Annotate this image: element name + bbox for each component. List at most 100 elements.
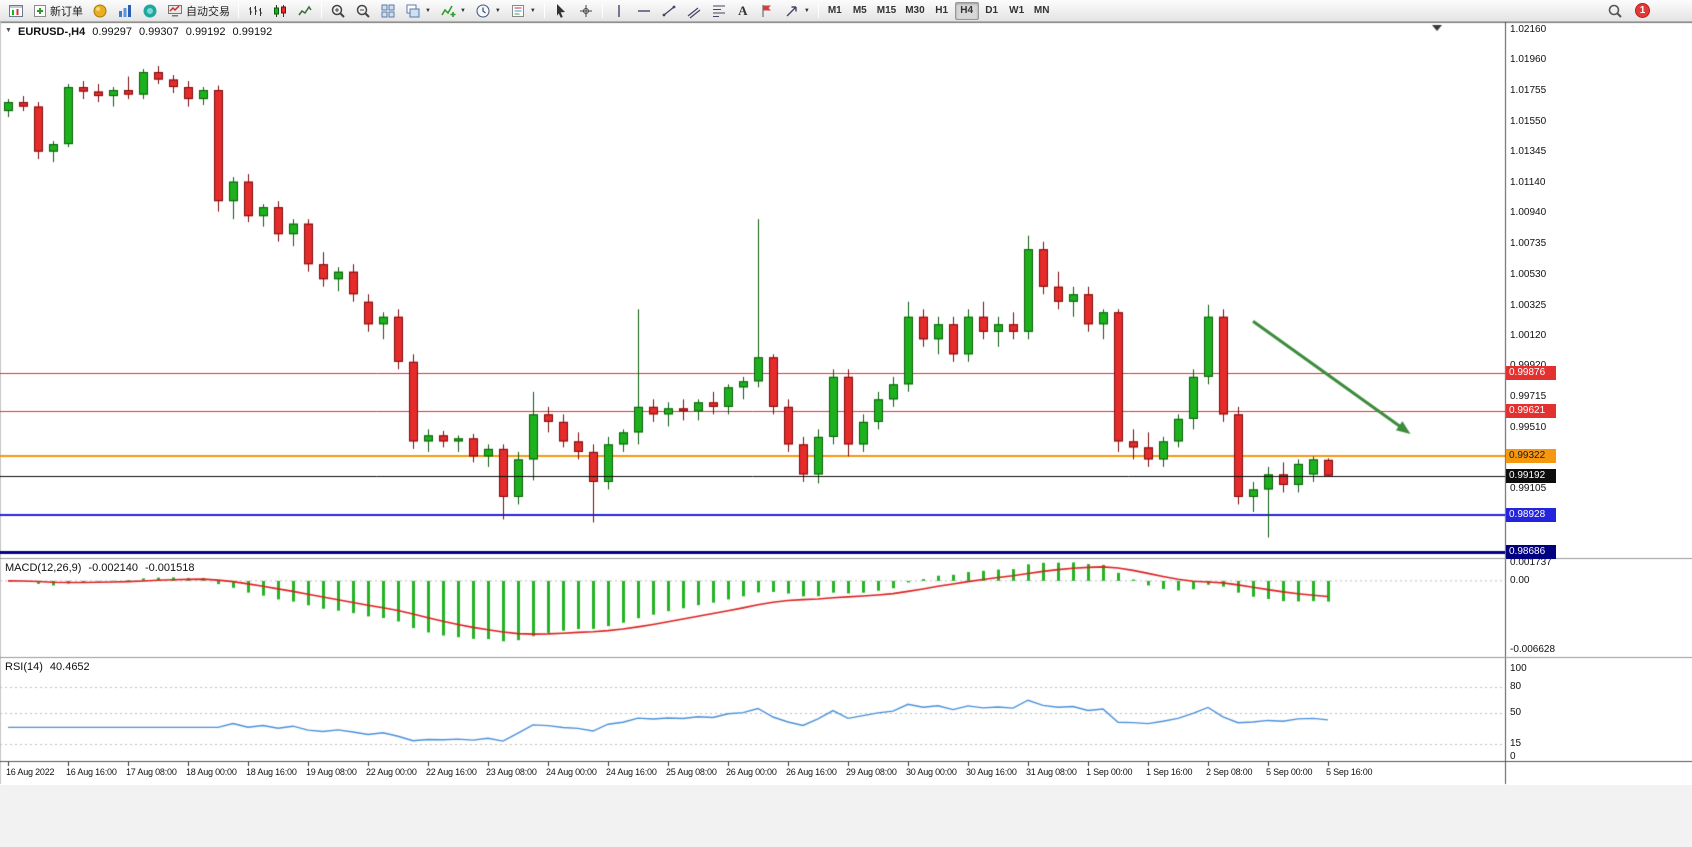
price-line-badge: 0.98686: [1506, 545, 1556, 559]
new-order-button[interactable]: 新订单: [29, 1, 87, 21]
rsi-axis-label: 0: [1510, 751, 1516, 762]
time-axis-label: 30 Aug 16:00: [966, 767, 1017, 777]
toolbar-separator: [817, 3, 819, 18]
arrange-windows-icon[interactable]: ▼: [401, 1, 435, 21]
rsi-axis-label: 100: [1510, 663, 1527, 674]
toolbar-right-group: 1: [1603, 1, 1650, 21]
ohlc-low: 0.99192: [185, 26, 226, 38]
zoom-in-icon[interactable]: [326, 1, 350, 21]
periods-clock-icon[interactable]: ▼: [471, 1, 505, 21]
vertical-line-icon[interactable]: [607, 1, 631, 21]
timeframe-d1-button[interactable]: D1: [985, 5, 999, 16]
price-axis-label: 1.01550: [1510, 115, 1547, 127]
price-axis-label: 1.01345: [1510, 146, 1547, 158]
cursor-icon[interactable]: [549, 1, 573, 21]
market-icon[interactable]: [88, 1, 112, 21]
one-click-trading-toggle[interactable]: ▼: [5, 27, 12, 34]
timeframe-mn-button[interactable]: MN: [1033, 5, 1050, 16]
rsi-axis-label: 15: [1510, 737, 1522, 749]
chart-canvas[interactable]: [0, 22, 1692, 785]
macd-label: MACD(12,26,9) -0.002140 -0.001518: [5, 562, 195, 574]
macd-value-main: -0.002140: [88, 562, 138, 574]
bar-chart-icon[interactable]: [243, 1, 267, 21]
time-axis-label: 24 Aug 16:00: [606, 767, 657, 777]
time-axis-label: 17 Aug 08:00: [126, 767, 177, 777]
auto-trading-label: 自动交易: [186, 5, 230, 18]
price-axis-label: 1.00940: [1510, 207, 1547, 219]
timeframe-w1-button[interactable]: W1: [1009, 5, 1025, 16]
trendline-icon[interactable]: [657, 1, 681, 21]
symbol-title: EURUSD-,H4 0.99297 0.99307 0.99192 0.991…: [18, 26, 272, 38]
auto-trading-icon: [167, 4, 183, 18]
time-axis-label: 18 Aug 16:00: [246, 767, 297, 777]
price-axis-label: 1.01755: [1510, 84, 1547, 96]
candlestick-chart-icon[interactable]: [268, 1, 292, 21]
toolbar-separator: [543, 3, 545, 18]
price-line-badge: 0.98928: [1506, 508, 1556, 522]
new-order-icon: [33, 4, 47, 18]
timeframe-m5-button[interactable]: M5: [852, 5, 867, 16]
toolbar-separator: [238, 3, 239, 18]
time-axis-label: 22 Aug 16:00: [426, 767, 477, 777]
current-price-badge: 0.99192: [1506, 469, 1556, 483]
fibonacci-icon[interactable]: [707, 1, 731, 21]
time-axis-label: 30 Aug 00:00: [906, 767, 957, 777]
macd-axis-label: 0.00: [1510, 574, 1530, 586]
tile-windows-icon[interactable]: [376, 1, 400, 21]
macd-axis-label: -0.006628: [1510, 644, 1556, 656]
chart-window-icon[interactable]: [4, 1, 28, 21]
price-axis-label: 1.01140: [1510, 177, 1546, 189]
time-axis-label: 25 Aug 08:00: [666, 767, 717, 777]
timeframe-h1-button[interactable]: H1: [935, 5, 949, 16]
price-axis-label: 0.99105: [1510, 482, 1547, 494]
zoom-out-icon[interactable]: [351, 1, 375, 21]
timeframe-m15-button[interactable]: M15: [876, 5, 897, 16]
time-axis-label: 1 Sep 16:00: [1146, 767, 1193, 777]
channel-icon[interactable]: [682, 1, 706, 21]
rsi-axis-label: 80: [1510, 680, 1522, 692]
templates-icon[interactable]: ▼: [506, 1, 540, 21]
timeframe-h4-button[interactable]: H4: [954, 1, 979, 20]
toolbar-separator: [321, 3, 322, 18]
time-axis-label: 5 Sep 00:00: [1266, 767, 1313, 777]
price-axis-label: 0.99920: [1510, 360, 1546, 372]
profile-charts-icon[interactable]: [113, 1, 137, 21]
text-tool-icon[interactable]: A: [738, 2, 748, 18]
line-chart-icon[interactable]: [293, 1, 317, 21]
time-axis-label: 19 Aug 08:00: [306, 767, 357, 777]
ohlc-close: 0.99192: [232, 26, 273, 38]
timeframe-m30-button[interactable]: M30: [905, 5, 925, 16]
time-axis-label: 18 Aug 00:00: [186, 767, 237, 777]
price-axis-label: 1.02160: [1510, 24, 1547, 35]
crosshair-icon[interactable]: [574, 1, 598, 21]
toolbar: 新订单 自动交易 ▼ ▼ ▼ ▼: [0, 0, 1692, 22]
rsi-label: RSI(14) 40.4652: [5, 661, 90, 673]
price-axis-label: 1.00120: [1510, 330, 1547, 342]
indicators-icon[interactable]: ▼: [436, 1, 470, 21]
auto-trading-button[interactable]: 自动交易: [163, 1, 234, 21]
horizontal-line-icon[interactable]: [632, 1, 656, 21]
ohlc-high: 0.99307: [139, 26, 179, 38]
label-tool-icon[interactable]: [755, 1, 779, 21]
time-axis-label: 29 Aug 08:00: [846, 767, 897, 777]
macd-axis-label: 0.001737: [1510, 556, 1552, 568]
timeframe-m1-button[interactable]: M1: [827, 5, 842, 16]
time-axis-label: 23 Aug 08:00: [486, 767, 537, 777]
arrows-tool-icon[interactable]: ▼: [780, 1, 814, 21]
macd-name: MACD(12,26,9): [5, 562, 82, 574]
price-axis-label: 0.99715: [1510, 391, 1547, 403]
symbol-name: EURUSD-,H4: [18, 26, 86, 38]
rsi-axis-label: 50: [1510, 707, 1522, 718]
time-axis-label: 26 Aug 16:00: [786, 767, 837, 777]
price-axis-label: 1.00325: [1510, 299, 1547, 311]
time-axis-label: 16 Aug 2022: [6, 767, 55, 777]
community-icon[interactable]: [138, 1, 162, 21]
price-axis-label: 0.99510: [1510, 421, 1547, 433]
time-axis-label: 1 Sep 00:00: [1086, 767, 1133, 777]
notification-badge[interactable]: 1: [1635, 3, 1650, 18]
price-line-badge: 0.99621: [1506, 404, 1556, 418]
toolbar-separator: [601, 3, 603, 18]
search-icon[interactable]: [1603, 1, 1627, 21]
rsi-name: RSI(14): [5, 661, 43, 673]
